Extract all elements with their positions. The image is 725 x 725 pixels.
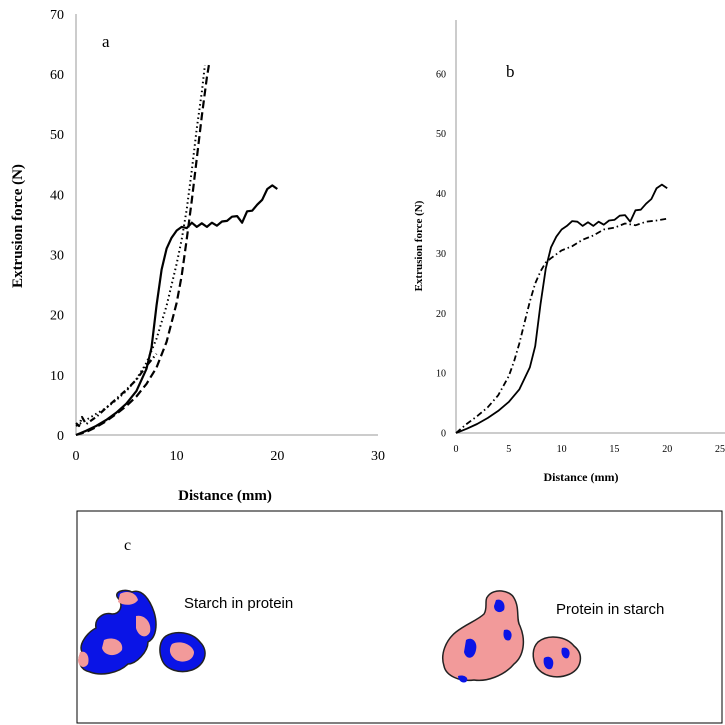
y-tick-label: 40 xyxy=(50,188,64,203)
protein-body-blue xyxy=(464,638,477,658)
y-tick-label: 30 xyxy=(436,249,446,260)
y-tick-label: 10 xyxy=(50,369,64,384)
y-tick-labels-a: 0 10 20 30 40 50 60 70 xyxy=(50,8,64,444)
x-tick-label: 5 xyxy=(506,444,511,455)
particle-large-pink xyxy=(442,590,525,682)
protein-body-blue xyxy=(458,675,468,683)
y-tick-label: 50 xyxy=(436,129,446,140)
x-tick-label: 20 xyxy=(662,444,672,455)
y-tick-labels-b: 0 10 20 30 40 50 60 xyxy=(436,69,446,439)
panel-label-a: a xyxy=(102,32,110,51)
x-tick-label: 15 xyxy=(609,444,619,455)
series-group-b xyxy=(455,183,668,434)
y-tick-label: 70 xyxy=(50,8,64,23)
series-line-dotted xyxy=(75,64,206,427)
panel-b: b 0 10 20 30 40 50 60 0 5 10 15 20 25 Extrusion for… xyxy=(413,20,725,484)
y-tick-label: 60 xyxy=(50,68,64,83)
x-axis-title-b: Distance (mm) xyxy=(544,470,619,484)
panel-label-b: b xyxy=(506,62,515,81)
panel-label-c: c xyxy=(124,537,131,554)
starch-granule-pink xyxy=(118,592,138,605)
y-tick-label: 50 xyxy=(50,128,64,143)
series-line-dash-dot xyxy=(75,353,158,428)
series-line-solid xyxy=(455,183,668,434)
series-line-dashed xyxy=(75,64,210,437)
x-tick-label: 0 xyxy=(73,449,80,464)
panel-a: a 0 10 20 30 40 50 60 70 0 10 20 30 Extrusion forc… xyxy=(10,8,385,504)
series-line-solid xyxy=(75,184,278,437)
particle-small-pink xyxy=(532,636,582,678)
x-tick-label: 0 xyxy=(454,444,459,455)
caption-protein-in-starch: Protein in starch xyxy=(556,601,664,618)
starch-granule-pink xyxy=(169,642,194,662)
caption-starch-in-protein: Starch in protein xyxy=(184,595,293,612)
y-tick-label: 60 xyxy=(436,69,446,80)
x-tick-label: 30 xyxy=(371,449,385,464)
starch-granule-pink xyxy=(136,615,151,637)
y-axis-title-b: Extrusion force (N) xyxy=(413,200,425,291)
x-tick-label: 20 xyxy=(270,449,284,464)
y-tick-label: 20 xyxy=(50,309,64,324)
starch-granule-pink xyxy=(78,651,89,667)
protein-body-blue xyxy=(503,629,512,641)
starch-in-protein-illustration xyxy=(78,589,206,675)
x-tick-label: 10 xyxy=(557,444,567,455)
y-tick-label: 0 xyxy=(57,429,64,444)
protein-body-blue xyxy=(543,656,554,670)
x-tick-labels-a: 0 10 20 30 xyxy=(73,449,386,464)
protein-in-starch-illustration xyxy=(442,590,582,683)
y-axis-title-a: Extrusion force (N) xyxy=(10,164,26,288)
y-tick-label: 30 xyxy=(50,248,64,263)
series-line-dash-dot xyxy=(455,217,668,434)
panel-c-frame xyxy=(76,510,723,724)
panel-c: c Starch in protein Protein in starch xyxy=(76,510,723,724)
x-tick-label: 25 xyxy=(715,444,725,455)
y-tick-label: 10 xyxy=(436,369,446,380)
protein-body-blue xyxy=(561,647,570,659)
x-tick-labels-b: 0 5 10 15 20 25 xyxy=(454,444,725,455)
y-tick-label: 0 xyxy=(441,429,446,440)
y-tick-label: 20 xyxy=(436,309,446,320)
x-axis-title-a: Distance (mm) xyxy=(178,488,272,504)
x-tick-label: 10 xyxy=(170,449,184,464)
starch-granule-pink xyxy=(102,638,123,656)
particle-large-blue xyxy=(78,589,157,675)
protein-body-blue xyxy=(494,599,505,613)
y-tick-label: 40 xyxy=(436,189,446,200)
series-group-a xyxy=(75,64,278,437)
